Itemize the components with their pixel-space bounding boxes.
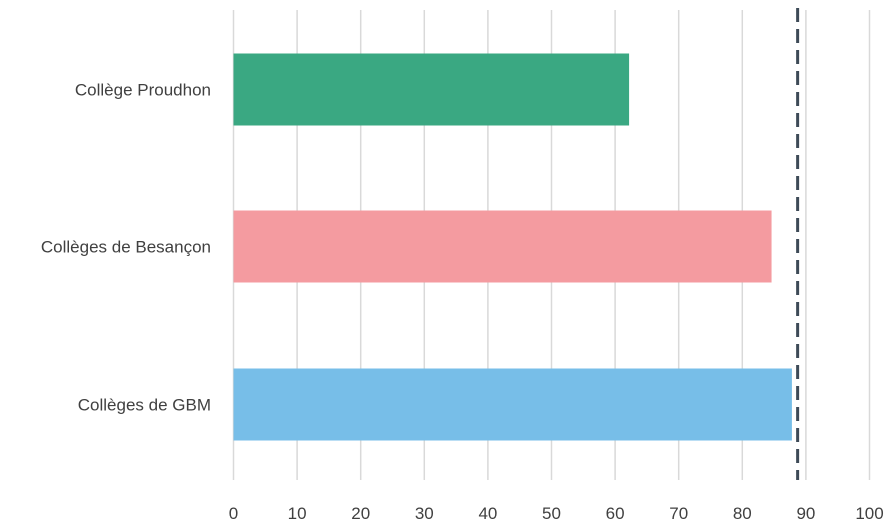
- bar-2: [233, 210, 772, 283]
- bar-1: [233, 53, 630, 126]
- x-tick-label-80: 80: [733, 504, 752, 523]
- bar-3: [233, 368, 792, 441]
- category-label-2: Collèges de Besançon: [41, 238, 211, 257]
- x-tick-label-40: 40: [478, 504, 497, 523]
- category-labels: Collège Proudhon Collèges de Besançon Coll…: [41, 81, 211, 415]
- category-label-1: Collège Proudhon: [75, 81, 211, 100]
- x-tick-label-10: 10: [288, 504, 307, 523]
- category-label-3: Collèges de GBM: [78, 396, 211, 415]
- x-tick-label-90: 90: [796, 504, 815, 523]
- x-tick-label-30: 30: [415, 504, 434, 523]
- x-tick-label-100: 100: [855, 504, 883, 523]
- x-tick-labels: 0 10 20 30 40 50 60 70 80 90 100: [229, 504, 884, 523]
- x-tick-label-70: 70: [669, 504, 688, 523]
- x-tick-label-50: 50: [542, 504, 561, 523]
- x-tick-label-60: 60: [606, 504, 625, 523]
- x-tick-label-20: 20: [351, 504, 370, 523]
- bars: [233, 53, 792, 441]
- x-tick-label-0: 0: [229, 504, 238, 523]
